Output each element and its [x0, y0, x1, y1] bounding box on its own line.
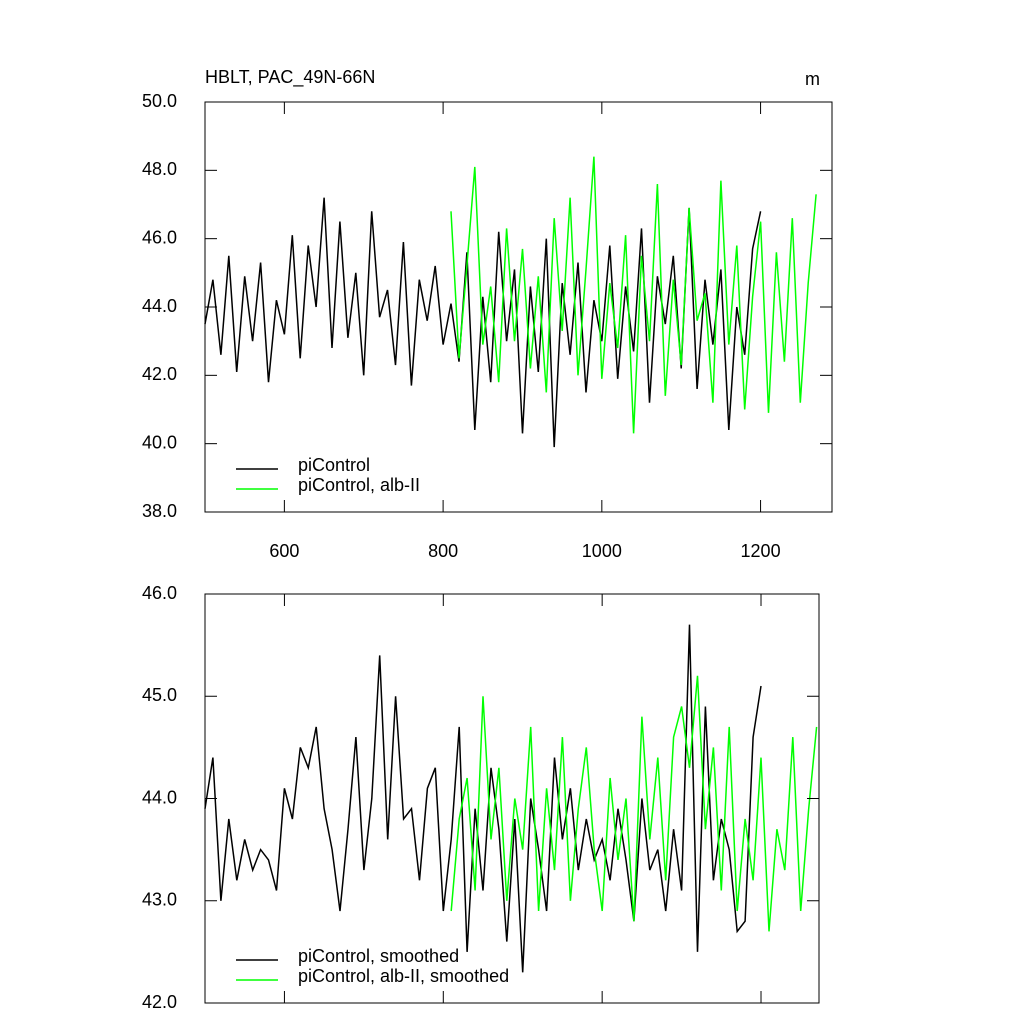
legend-label: piControl, alb-II, smoothed	[298, 966, 509, 986]
y-tick-label: 44.0	[142, 787, 177, 807]
y-tick-label: 45.0	[142, 685, 177, 705]
chart-title: HBLT, PAC_49N-66N	[205, 67, 375, 88]
legend-label: piControl	[298, 455, 370, 475]
units-label: m	[805, 69, 820, 89]
data-line	[450, 675, 818, 932]
data-line	[450, 156, 817, 434]
legend-label: piControl, smoothed	[298, 946, 459, 966]
x-tick-label: 600	[269, 541, 299, 561]
x-tick-label: 1000	[582, 541, 622, 561]
y-tick-label: 48.0	[142, 159, 177, 179]
y-tick-label: 50.0	[142, 91, 177, 111]
y-tick-label: 43.0	[142, 890, 177, 910]
legend-label: piControl, alb-II	[298, 475, 420, 495]
y-tick-label: 46.0	[142, 583, 177, 603]
y-tick-label: 42.0	[142, 364, 177, 384]
y-tick-label: 42.0	[142, 992, 177, 1012]
data-line	[204, 624, 762, 973]
data-line	[204, 197, 762, 448]
plot-frame	[204, 101, 833, 513]
x-tick-label: 1200	[741, 541, 781, 561]
y-tick-label: 46.0	[142, 227, 177, 247]
plot-frame	[204, 593, 820, 1004]
x-tick-label: 800	[428, 541, 458, 561]
y-tick-label: 40.0	[142, 432, 177, 452]
y-tick-label: 44.0	[142, 296, 177, 316]
y-tick-label: 38.0	[142, 501, 177, 521]
